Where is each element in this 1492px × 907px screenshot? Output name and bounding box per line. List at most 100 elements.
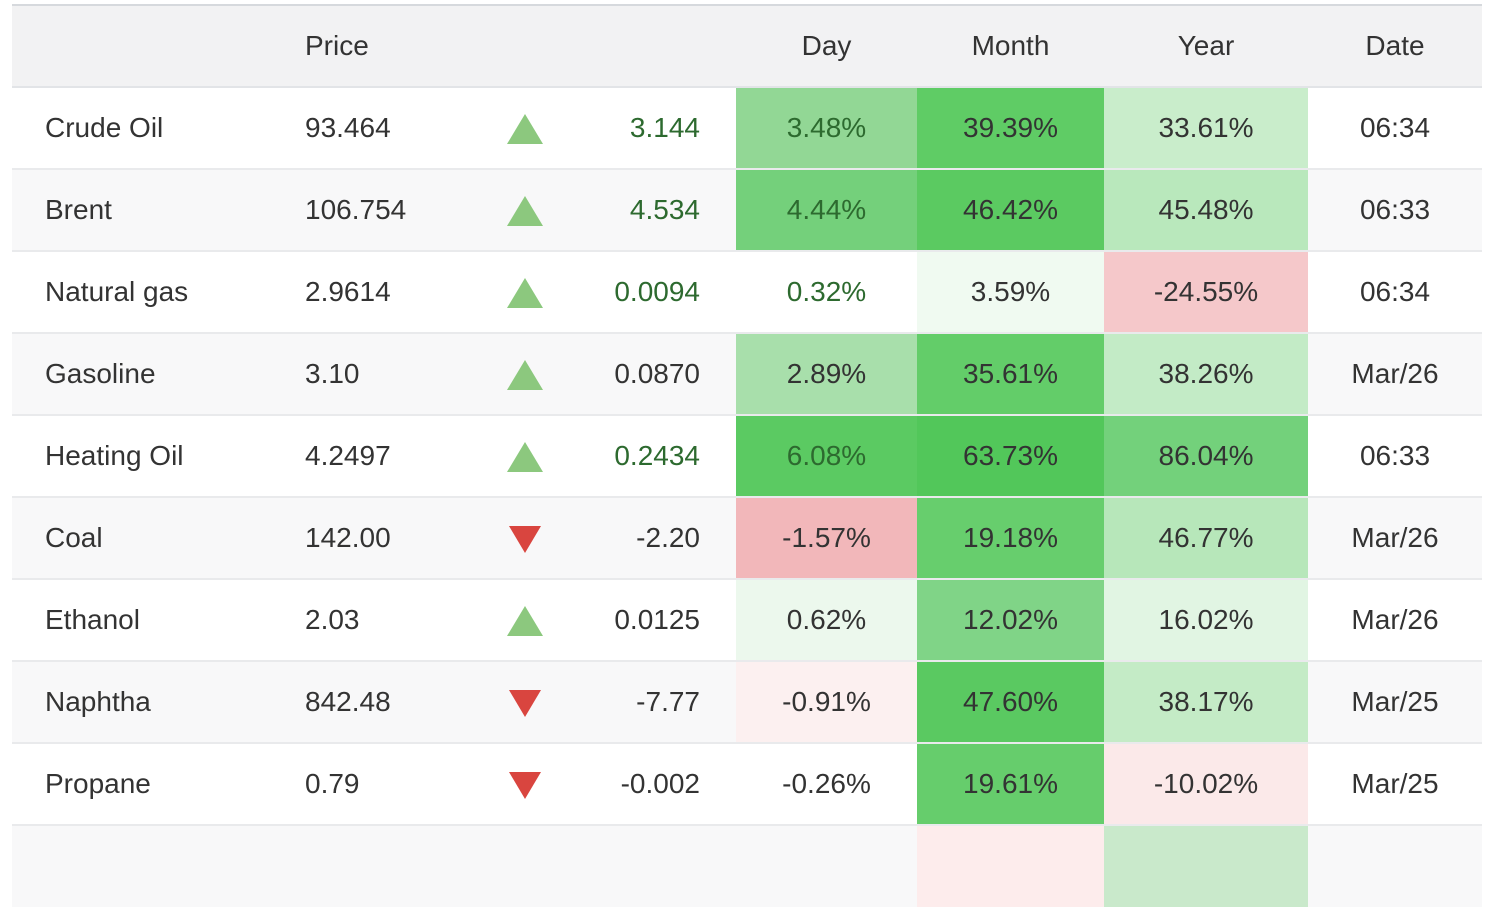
year-percent-cell [1104, 825, 1308, 907]
commodity-price: 0.79 [305, 768, 360, 799]
header-day: Day [736, 5, 917, 88]
year-percent-cell: 38.17% [1104, 661, 1308, 743]
commodity-change: 0.0870 [614, 358, 700, 389]
header-year: Year [1104, 5, 1308, 88]
day-percent-cell: -1.57% [736, 497, 917, 579]
commodity-price: 106.754 [305, 194, 407, 225]
commodity-name-link[interactable]: Propane [45, 768, 151, 799]
change-direction-cell [490, 251, 560, 333]
date-cell: 06:34 [1359, 112, 1431, 143]
table-row: Coal 142.00 -2.20 -1.57% 19.18% 46.77% M… [12, 497, 1482, 579]
month-percent-cell: 47.60% [917, 661, 1104, 743]
date-cell: 06:33 [1359, 440, 1431, 471]
day-percent-cell: -0.26% [782, 768, 871, 799]
month-percent-cell: 35.61% [917, 333, 1104, 415]
header-name [12, 5, 293, 88]
commodities-table: Price Day Month Year Date Crude Oil 93.4… [12, 4, 1482, 907]
year-percent-cell: 38.26% [1104, 333, 1308, 415]
table-row-partial [12, 825, 1482, 907]
commodity-change: 0.0125 [614, 604, 700, 635]
down-triangle-icon [509, 690, 541, 718]
year-percent-cell: -24.55% [1104, 251, 1308, 333]
day-percent-cell: 6.08% [736, 415, 917, 497]
commodity-price: 2.9614 [305, 276, 391, 307]
date-cell: 06:34 [1359, 276, 1431, 307]
table-row: Natural gas 2.9614 0.0094 0.32% 3.59% -2… [12, 251, 1482, 333]
month-percent-cell: 39.39% [917, 87, 1104, 169]
commodity-price: 93.464 [305, 112, 391, 143]
month-percent-cell: 3.59% [917, 251, 1104, 333]
commodity-change: -7.77 [636, 686, 700, 717]
commodity-price [293, 825, 490, 907]
year-percent-cell: 46.77% [1104, 497, 1308, 579]
commodity-price: 4.2497 [305, 440, 391, 471]
header-month: Month [917, 5, 1104, 88]
date-cell: Mar/26 [1351, 604, 1439, 635]
up-triangle-icon [507, 196, 543, 227]
commodity-change: 0.2434 [614, 440, 700, 471]
header-arrow [490, 5, 560, 88]
date-cell: Mar/26 [1351, 522, 1439, 553]
month-percent-cell: 19.18% [917, 497, 1104, 579]
change-direction-cell [490, 169, 560, 251]
commodity-name-link[interactable]: Heating Oil [45, 440, 184, 471]
up-triangle-icon [507, 442, 543, 473]
table-row: Crude Oil 93.464 3.144 3.48% 39.39% 33.6… [12, 87, 1482, 169]
commodity-name-link[interactable]: Natural gas [45, 276, 189, 307]
year-percent-cell: 86.04% [1104, 415, 1308, 497]
month-percent-cell: 46.42% [917, 169, 1104, 251]
up-triangle-icon [507, 278, 543, 309]
commodity-name-link[interactable]: Ethanol [45, 604, 140, 635]
commodity-name-link[interactable]: Gasoline [45, 358, 156, 389]
commodity-change: 3.144 [629, 112, 700, 143]
change-direction-cell [490, 497, 560, 579]
change-direction-cell [490, 743, 560, 825]
table-row: Gasoline 3.10 0.0870 2.89% 35.61% 38.26%… [12, 333, 1482, 415]
up-triangle-icon [507, 606, 543, 637]
year-percent-cell: 45.48% [1104, 169, 1308, 251]
table-row: Heating Oil 4.2497 0.2434 6.08% 63.73% 8… [12, 415, 1482, 497]
day-percent-cell: 0.32% [786, 276, 867, 307]
commodity-price: 142.00 [305, 522, 391, 553]
down-triangle-icon [509, 772, 541, 800]
year-percent-cell: 33.61% [1104, 87, 1308, 169]
date-cell: 06:33 [1359, 194, 1431, 225]
commodity-name-link[interactable]: Brent [45, 194, 112, 225]
commodity-price: 3.10 [305, 358, 360, 389]
commodity-change: -2.20 [636, 522, 700, 553]
month-percent-cell: 19.61% [917, 743, 1104, 825]
change-direction-cell [490, 579, 560, 661]
month-percent-cell: 12.02% [917, 579, 1104, 661]
commodity-change: 0.0094 [614, 276, 700, 307]
table-row: Brent 106.754 4.534 4.44% 46.42% 45.48% … [12, 169, 1482, 251]
up-triangle-icon [507, 114, 543, 145]
down-triangle-icon [509, 526, 541, 554]
change-direction-cell [490, 87, 560, 169]
day-percent-cell [736, 825, 917, 907]
change-direction-cell [490, 415, 560, 497]
commodity-name-link[interactable]: Coal [45, 522, 103, 553]
commodity-change [560, 825, 736, 907]
table-row: Naphtha 842.48 -7.77 -0.91% 47.60% 38.17… [12, 661, 1482, 743]
date-cell: Mar/25 [1351, 686, 1439, 717]
commodity-price: 2.03 [305, 604, 360, 635]
change-direction-cell [490, 825, 560, 907]
header-change [560, 5, 736, 88]
header-date: Date [1308, 5, 1482, 88]
commodity-name-link[interactable] [12, 825, 293, 907]
month-percent-cell: 63.73% [917, 415, 1104, 497]
table-row: Ethanol 2.03 0.0125 0.62% 12.02% 16.02% … [12, 579, 1482, 661]
day-percent-cell: 3.48% [736, 87, 917, 169]
day-percent-cell: 2.89% [736, 333, 917, 415]
commodity-name-link[interactable]: Crude Oil [45, 112, 164, 143]
day-percent-cell: 4.44% [736, 169, 917, 251]
date-cell: Mar/25 [1351, 768, 1439, 799]
commodity-name-link[interactable]: Naphtha [45, 686, 151, 717]
date-cell [1308, 825, 1482, 907]
day-percent-cell: 0.62% [736, 579, 917, 661]
date-cell: Mar/26 [1351, 358, 1439, 389]
year-percent-cell: 16.02% [1104, 579, 1308, 661]
up-triangle-icon [507, 360, 543, 391]
month-percent-cell [917, 825, 1104, 907]
